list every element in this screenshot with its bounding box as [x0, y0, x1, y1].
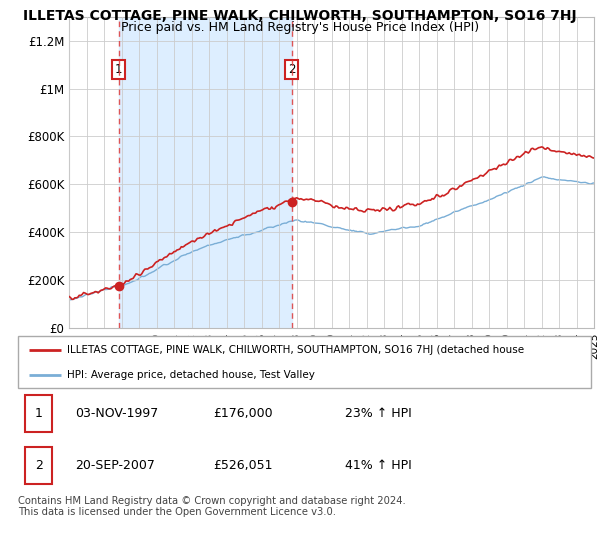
- Text: 2: 2: [288, 63, 295, 76]
- Text: 41% ↑ HPI: 41% ↑ HPI: [344, 459, 412, 472]
- Text: 03-NOV-1997: 03-NOV-1997: [76, 407, 158, 420]
- Text: Price paid vs. HM Land Registry's House Price Index (HPI): Price paid vs. HM Land Registry's House …: [121, 21, 479, 34]
- Text: 2: 2: [35, 459, 43, 472]
- Text: ILLETAS COTTAGE, PINE WALK, CHILWORTH, SOUTHAMPTON, SO16 7HJ (detached house: ILLETAS COTTAGE, PINE WALK, CHILWORTH, S…: [67, 345, 524, 355]
- FancyBboxPatch shape: [25, 447, 52, 484]
- Text: 20-SEP-2007: 20-SEP-2007: [76, 459, 155, 472]
- FancyBboxPatch shape: [25, 395, 52, 432]
- Text: ILLETAS COTTAGE, PINE WALK, CHILWORTH, SOUTHAMPTON, SO16 7HJ: ILLETAS COTTAGE, PINE WALK, CHILWORTH, S…: [23, 9, 577, 23]
- FancyBboxPatch shape: [18, 336, 591, 388]
- Text: £176,000: £176,000: [213, 407, 272, 420]
- Text: 1: 1: [115, 63, 122, 76]
- Bar: [119, 17, 292, 328]
- Text: HPI: Average price, detached house, Test Valley: HPI: Average price, detached house, Test…: [67, 370, 314, 380]
- Text: 1: 1: [35, 407, 43, 420]
- Text: Contains HM Land Registry data © Crown copyright and database right 2024.
This d: Contains HM Land Registry data © Crown c…: [18, 496, 406, 517]
- Text: £526,051: £526,051: [213, 459, 272, 472]
- Text: 23% ↑ HPI: 23% ↑ HPI: [344, 407, 412, 420]
